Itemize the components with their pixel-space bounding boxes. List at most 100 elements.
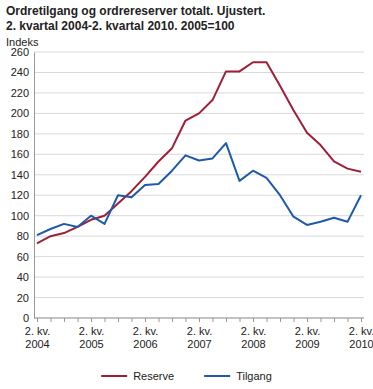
x-tick-mark xyxy=(64,318,65,322)
x-tick-mark xyxy=(78,318,79,322)
grid-line xyxy=(34,174,364,175)
x-tick-mark xyxy=(226,318,227,322)
x-tick-mark xyxy=(294,318,295,322)
subtitle: 2. kvartal 2004-2. kvartal 2010. 2005=10… xyxy=(6,19,235,33)
x-tick-mark xyxy=(213,318,214,322)
title: Ordretilgang og ordrereserver totalt. Uj… xyxy=(6,4,265,18)
x-tick xyxy=(321,318,322,322)
legend-item: Reserve xyxy=(101,370,174,382)
grid-line xyxy=(34,277,364,278)
y-tick-label: 20 xyxy=(17,292,29,304)
y-tick: 100 xyxy=(11,210,34,222)
x-tick xyxy=(159,318,160,322)
x-tick-mark xyxy=(348,318,349,322)
grid-line xyxy=(34,92,364,93)
y-tick: 40 xyxy=(17,271,34,283)
x-tick: 2. kv.2004 xyxy=(25,318,50,350)
legend: Reserve Tilgang xyxy=(101,370,272,382)
x-tick xyxy=(267,318,268,322)
y-tick-label: 200 xyxy=(11,107,29,119)
x-tick-label: 2. kv.2008 xyxy=(241,325,266,350)
y-tick: 0 xyxy=(23,312,34,324)
y-tick: 80 xyxy=(17,230,34,242)
y-tick: 60 xyxy=(17,251,34,263)
y-axis: 020406080100120140160180200220240260 xyxy=(11,46,35,324)
x-tick xyxy=(226,318,227,322)
y-tick: 120 xyxy=(11,189,34,201)
y-tick-label: 160 xyxy=(11,148,29,160)
grid-line xyxy=(34,133,364,134)
x-tick: 2. kv.2008 xyxy=(241,318,266,350)
x-tick xyxy=(51,318,52,322)
x-axis: 2. kv.2004 2. kv.2005 2. kv.2006 2. kv.2007… xyxy=(25,318,373,350)
x-tick xyxy=(172,318,173,322)
y-tick-label: 40 xyxy=(17,271,29,283)
x-tick-mark xyxy=(334,318,335,322)
x-tick-mark xyxy=(361,318,362,322)
x-tick-mark xyxy=(253,318,254,322)
x-tick-mark xyxy=(91,318,92,322)
grid-line xyxy=(34,215,364,216)
x-tick-mark xyxy=(321,318,322,322)
y-tick: 200 xyxy=(11,107,34,119)
legend-label: Tilgang xyxy=(236,370,272,382)
x-tick: 2. kv.2009 xyxy=(295,318,320,350)
legend-swatch xyxy=(204,375,230,377)
x-tick xyxy=(118,318,119,322)
x-tick-mark xyxy=(307,318,308,322)
x-tick-mark xyxy=(105,318,106,322)
y-tick-label: 60 xyxy=(17,251,29,263)
x-tick-label: 2. kv.2004 xyxy=(25,325,50,350)
y-tick-label: 80 xyxy=(17,230,29,242)
series-line xyxy=(37,143,361,235)
x-tick-label: 2. kv.2010 xyxy=(349,325,373,350)
y-tick: 180 xyxy=(11,128,34,140)
x-tick-label: 2. kv.2006 xyxy=(133,325,158,350)
grid-line xyxy=(34,236,364,237)
y-tick-label: 260 xyxy=(11,46,29,58)
x-tick xyxy=(78,318,79,322)
grid-line xyxy=(34,154,364,155)
x-tick-mark xyxy=(132,318,133,322)
y-tick-label: 120 xyxy=(11,189,29,201)
legend-swatch xyxy=(101,375,127,377)
y-tick-label: 0 xyxy=(23,312,29,324)
x-tick-mark xyxy=(145,318,146,322)
x-tick: 2. kv.2006 xyxy=(133,318,158,350)
x-tick-mark xyxy=(240,318,241,322)
lines xyxy=(37,62,361,243)
x-tick: 2. kv.2005 xyxy=(79,318,104,350)
y-tick: 260 xyxy=(11,46,34,58)
x-tick xyxy=(132,318,133,322)
x-tick xyxy=(280,318,281,322)
x-tick xyxy=(213,318,214,322)
x-tick-label: 2. kv.2005 xyxy=(79,325,104,350)
y-tick-label: 100 xyxy=(11,210,29,222)
x-tick-mark xyxy=(186,318,187,322)
grid-line xyxy=(34,256,364,257)
y-tick: 160 xyxy=(11,148,34,160)
y-tick: 220 xyxy=(11,87,34,99)
legend-item: Tilgang xyxy=(204,370,272,382)
x-tick-mark xyxy=(280,318,281,322)
y-axis-line xyxy=(34,53,35,319)
grid-line xyxy=(34,297,364,298)
legend-label: Reserve xyxy=(133,370,174,382)
x-tick-label: 2. kv.2007 xyxy=(187,325,212,350)
x-tick: 2. kv.2007 xyxy=(187,318,212,350)
grid-line xyxy=(34,195,364,196)
x-tick xyxy=(240,318,241,322)
y-tick: 240 xyxy=(11,66,34,78)
x-tick-mark xyxy=(51,318,52,322)
chart: Ordretilgang og ordrereserver totalt. Uj… xyxy=(0,0,373,389)
x-tick xyxy=(186,318,187,322)
y-tick: 20 xyxy=(17,292,34,304)
grid-line xyxy=(34,52,364,53)
series-line xyxy=(37,62,361,243)
x-tick-mark xyxy=(172,318,173,322)
x-tick-label: 2. kv.2009 xyxy=(295,325,320,350)
y-tick-label: 220 xyxy=(11,87,29,99)
x-tick xyxy=(64,318,65,322)
x-tick-mark xyxy=(37,318,38,322)
x-tick xyxy=(105,318,106,322)
